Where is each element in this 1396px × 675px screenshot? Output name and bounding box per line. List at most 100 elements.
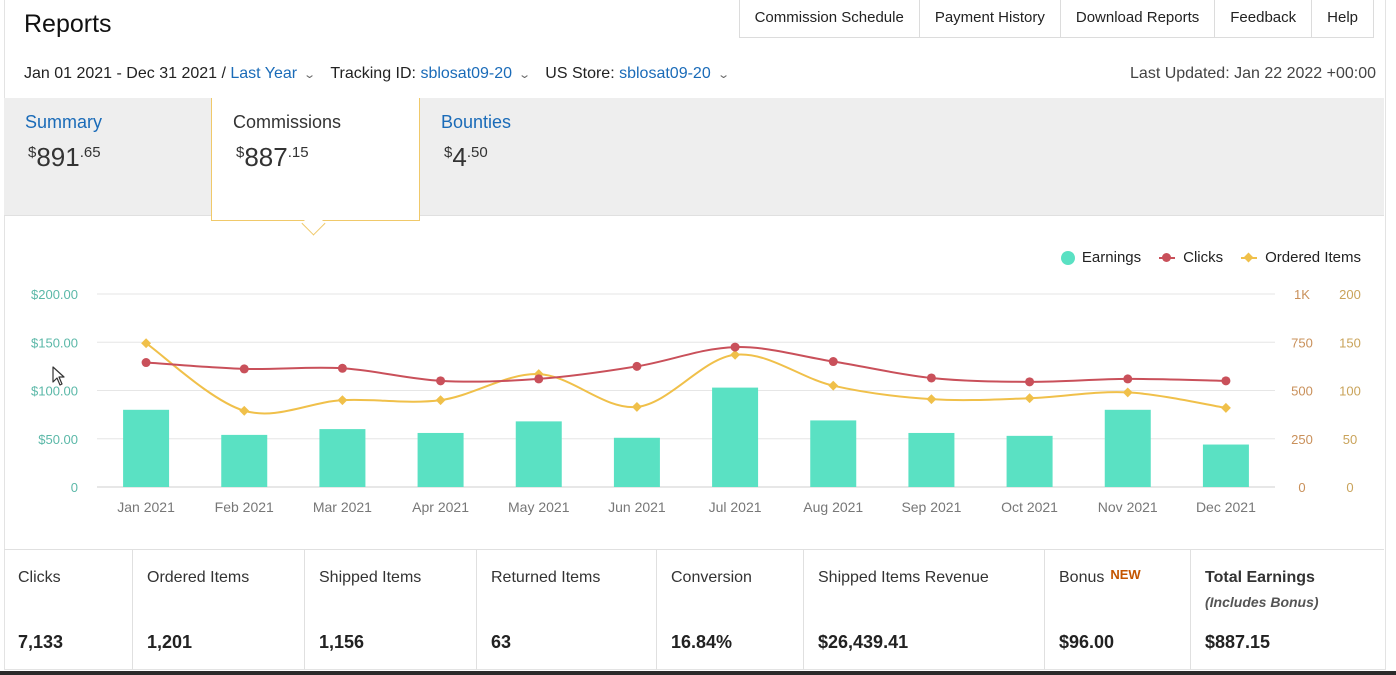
x-tick-label: May 2021 [508, 499, 570, 515]
tab-label: Summary [25, 112, 103, 132]
y-right-items-tick-label: 0 [1346, 480, 1353, 495]
earnings-bar [123, 409, 170, 487]
tab-bounties[interactable]: Bounties $4.50 [420, 98, 627, 215]
ordered-items-swatch-icon [1241, 252, 1258, 262]
clicks-line [146, 346, 1226, 383]
tab-label: Commissions [233, 112, 342, 132]
legend-clicks[interactable]: Clicks [1159, 249, 1223, 266]
tab-amount: $887.15 [236, 142, 309, 172]
tab-amount: $4.50 [444, 142, 488, 172]
earnings-bar [908, 432, 955, 487]
stat-shipped-revenue: Shipped Items Revenue $26,439.41 [803, 550, 1044, 670]
date-preset-link[interactable]: Last Year [230, 65, 298, 82]
earnings-bar [810, 420, 857, 487]
y-right-items-tick-label: 150 [1339, 335, 1361, 350]
ordered-items-point [730, 349, 741, 360]
chevron-down-icon: ⌄ [518, 68, 532, 81]
earnings-bar [515, 421, 562, 487]
x-tick-label: Apr 2021 [412, 499, 469, 515]
stat-bonus: Bonus NEW $96.00 [1044, 550, 1190, 670]
clicks-point [1025, 377, 1035, 387]
ordered-items-point [631, 401, 642, 412]
y-right-clicks-tick-label: 1K [1294, 287, 1310, 302]
y-right-clicks-tick-label: 750 [1291, 335, 1313, 350]
commission-schedule-link[interactable]: Commission Schedule [754, 9, 904, 26]
y-right-items-tick-label: 100 [1339, 384, 1361, 399]
y-right-clicks-tick-label: 0 [1298, 480, 1305, 495]
ordered-items-line [145, 342, 1227, 415]
stat-total-earnings: Total Earnings (Includes Bonus) $887.15 [1190, 550, 1377, 670]
ordered-items-point [435, 395, 446, 406]
store-value[interactable]: sblosat09-20 [619, 65, 711, 82]
earnings-chart: $200.00 1K 200$150.00 750 150$100.00 500 100$5… [31, 287, 1361, 515]
ordered-items-point [1024, 393, 1035, 404]
x-tick-label: Sep 2021 [901, 499, 961, 515]
filter-bar: Jan 01 2021 - Dec 31 2021 / Last Year ⌄ T… [24, 62, 1376, 86]
tab-commissions[interactable]: Commissions $887.15 [211, 98, 420, 236]
clicks-point [534, 374, 544, 384]
clicks-point [337, 363, 347, 373]
clicks-point [436, 376, 446, 386]
ordered-items-point [141, 338, 152, 349]
clicks-point [730, 342, 740, 352]
earnings-swatch-icon [1060, 250, 1075, 265]
y-right-items-tick-label: 50 [1343, 432, 1357, 447]
store-filter[interactable]: US Store: sblosat09-20 ⌄ [545, 65, 730, 83]
date-range-text: Jan 01 2021 - Dec 31 2021 / [24, 65, 226, 82]
ordered-items-point [337, 395, 348, 406]
x-tick-label: Aug 2021 [803, 499, 863, 515]
date-range-filter[interactable]: Jan 01 2021 - Dec 31 2021 / Last Year ⌄ [24, 65, 316, 83]
x-tick-label: Dec 2021 [1196, 499, 1256, 515]
y-right-items-tick-label: 200 [1339, 287, 1361, 302]
stat-ordered-items: Ordered Items 1,201 [132, 550, 304, 670]
clicks-swatch-icon [1159, 252, 1176, 262]
x-tick-label: Feb 2021 [215, 499, 274, 515]
tracking-id-label: Tracking ID: [330, 65, 416, 82]
ordered-items-point [1122, 387, 1133, 398]
earnings-bar [1202, 444, 1249, 487]
clicks-point [239, 364, 249, 374]
ordered-items-point [926, 394, 937, 405]
tracking-id-filter[interactable]: Tracking ID: sblosat09-20 ⌄ [330, 65, 532, 83]
clicks-point [926, 373, 936, 383]
tab-summary[interactable]: Summary $891.65 [4, 98, 211, 215]
new-badge: NEW [1110, 567, 1141, 582]
clicks-point [632, 361, 642, 371]
clicks-point [828, 357, 838, 367]
page-title: Reports [24, 10, 112, 38]
y-left-tick-label: 0 [71, 480, 78, 495]
earnings-bar [613, 437, 660, 487]
chart-legend: Earnings Clicks Ordered Items [1043, 249, 1361, 266]
tracking-id-value[interactable]: sblosat09-20 [420, 65, 513, 82]
clicks-point [141, 358, 151, 368]
report-tabs: Summary $891.65 Commissions $887.15 Boun… [4, 98, 1384, 236]
download-reports-link[interactable]: Download Reports [1059, 0, 1214, 37]
legend-ordered-items[interactable]: Ordered Items [1241, 249, 1361, 266]
stat-shipped-items: Shipped Items 1,156 [304, 550, 476, 670]
tab-amount: $891.65 [28, 142, 101, 172]
y-left-tick-label: $200.00 [31, 287, 78, 302]
y-left-tick-label: $50.00 [38, 432, 78, 447]
last-updated: Last Updated: Jan 22 2022 +00:00 [1130, 65, 1376, 82]
x-tick-label: Jul 2021 [709, 499, 762, 515]
stat-clicks: Clicks 7,133 [18, 569, 64, 652]
x-tick-label: Mar 2021 [313, 499, 372, 515]
x-tick-label: Nov 2021 [1098, 499, 1158, 515]
store-label: US Store: [545, 65, 615, 82]
chevron-down-icon: ⌄ [716, 68, 730, 81]
payment-history-link[interactable]: Payment History [918, 0, 1060, 37]
earnings-bar [319, 429, 366, 487]
earnings-bar [417, 432, 464, 487]
help-link[interactable]: Help [1311, 0, 1373, 37]
clicks-point [1123, 374, 1133, 384]
ordered-items-point [239, 405, 250, 416]
legend-earnings[interactable]: Earnings [1060, 249, 1141, 266]
x-tick-label: Oct 2021 [1001, 499, 1058, 515]
y-left-tick-label: $100.00 [31, 384, 78, 399]
stat-returned-items: Returned Items 63 [476, 550, 656, 670]
earnings-bar [712, 387, 759, 487]
feedback-link[interactable]: Feedback [1214, 0, 1311, 37]
x-tick-label: Jan 2021 [117, 499, 175, 515]
stat-conversion: Conversion 16.84% [656, 550, 803, 670]
mouse-cursor-icon [52, 366, 65, 386]
